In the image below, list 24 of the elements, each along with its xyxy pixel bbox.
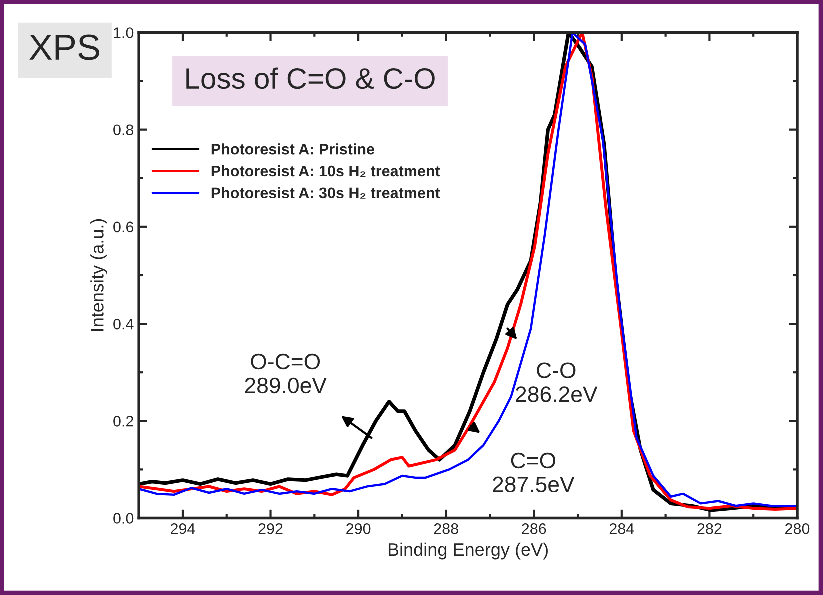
x-tick-label: 290 <box>346 524 371 534</box>
x-tick-label: 292 <box>258 524 283 534</box>
legend-label: Photoresist A: Pristine <box>212 144 374 155</box>
legend-label: Photoresist A: 10s H₂ treatment <box>212 165 440 178</box>
text: XPS <box>30 34 100 60</box>
annotation: C-O 286.2eV <box>516 362 598 402</box>
text: Loss of C=O & C-O <box>186 68 435 90</box>
y-tick-label: 1.0 <box>114 28 134 38</box>
y-axis-title: Intensity (a.u.) <box>90 219 108 332</box>
x-tick-label: 280 <box>786 524 810 534</box>
annotation: C=O 287.5eV <box>493 452 575 493</box>
x-tick-label: 282 <box>698 524 722 534</box>
x-tick-label: 284 <box>610 524 634 534</box>
legend-label: Photoresist A: 30s H₂ treatment <box>212 187 440 199</box>
x-tick-label: 294 <box>171 524 196 534</box>
y-tick-label: 0.8 <box>114 124 134 136</box>
y-tick-label: 0.0 <box>114 513 134 524</box>
x-axis-title: Binding Energy (eV) <box>388 542 548 560</box>
x-tick-label: 286 <box>522 524 546 534</box>
y-tick-label: 0.2 <box>114 416 134 427</box>
y-tick-label: 0.4 <box>114 318 134 330</box>
y-tick-label: 0.6 <box>114 222 134 233</box>
annotation: O-C=O 289.0eV <box>245 354 327 394</box>
x-tick-label: 288 <box>434 524 458 534</box>
